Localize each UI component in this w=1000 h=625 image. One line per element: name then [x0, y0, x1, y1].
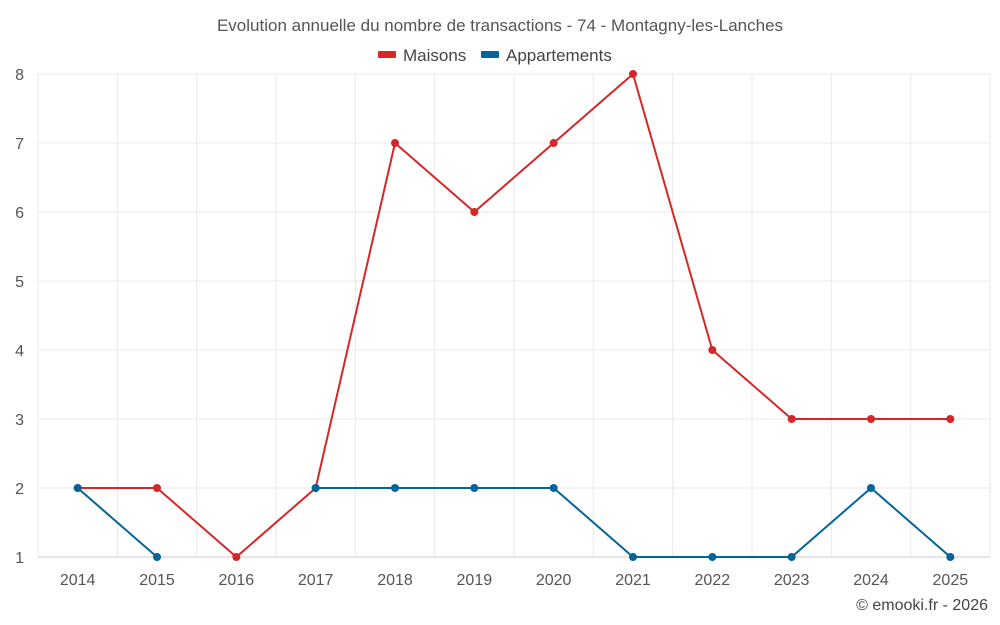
x-tick-label: 2024: [853, 572, 889, 589]
y-tick-label: 8: [15, 67, 24, 84]
data-point-maisons[interactable]: [708, 346, 717, 354]
data-point-appartements[interactable]: [629, 553, 637, 561]
legend-swatch-maisons: [378, 51, 396, 58]
series-line-appartements: [315, 487, 951, 558]
y-tick-label: 3: [15, 412, 24, 429]
data-point-appartements[interactable]: [311, 484, 320, 492]
data-point-maisons[interactable]: [470, 208, 479, 216]
x-tick-label: 2016: [219, 572, 255, 589]
data-point-appartements[interactable]: [946, 553, 955, 561]
legend-label-maisons[interactable]: Maisons: [403, 46, 466, 65]
x-tick-label: 2021: [615, 572, 651, 589]
data-point-maisons[interactable]: [629, 70, 637, 78]
legend: Maisons Appartements: [378, 46, 612, 65]
legend-label-appartements[interactable]: Appartements: [506, 46, 612, 65]
y-tick-label: 4: [15, 343, 24, 360]
series-group: [73, 70, 955, 561]
grid: [37, 73, 991, 558]
data-point-appartements[interactable]: [787, 553, 796, 561]
data-point-appartements[interactable]: [153, 553, 161, 561]
y-tick-label: 5: [15, 274, 24, 291]
x-tick-label: 2020: [536, 572, 572, 589]
x-tick-label: 2014: [60, 572, 96, 589]
credit-text: © emooki.fr - 2026: [856, 597, 988, 614]
x-tick-label: 2025: [933, 572, 969, 589]
x-tick-label: 2018: [377, 572, 413, 589]
series-line-appartements: [77, 487, 158, 558]
data-point-maisons[interactable]: [549, 139, 558, 147]
data-point-appartements[interactable]: [391, 484, 399, 492]
y-tick-label: 6: [15, 205, 24, 222]
y-axis-ticks: 1 2 3 4 5 6 7 8: [15, 67, 24, 567]
legend-swatch-appartements: [481, 51, 499, 58]
data-point-maisons[interactable]: [232, 553, 241, 561]
data-point-appartements[interactable]: [73, 484, 82, 492]
data-point-maisons[interactable]: [787, 415, 796, 423]
data-point-appartements[interactable]: [708, 553, 717, 561]
x-tick-label: 2015: [139, 572, 175, 589]
y-tick-label: 7: [15, 136, 24, 153]
y-tick-label: 1: [15, 550, 24, 567]
x-tick-label: 2017: [298, 572, 334, 589]
chart-title: Evolution annuelle du nombre de transact…: [217, 16, 783, 35]
data-point-appartements[interactable]: [549, 484, 558, 492]
data-point-maisons[interactable]: [867, 415, 875, 423]
series-line-maisons: [77, 73, 951, 558]
data-point-maisons[interactable]: [391, 139, 399, 147]
data-point-appartements[interactable]: [470, 484, 479, 492]
x-tick-label: 2023: [774, 572, 810, 589]
data-point-maisons[interactable]: [946, 415, 955, 423]
x-tick-label: 2022: [695, 572, 731, 589]
x-tick-label: 2019: [457, 572, 493, 589]
x-axis-ticks: 2014 2015 2016 2017 2018 2019 2020 2021 2022 2023…: [60, 572, 968, 589]
y-tick-label: 2: [15, 481, 24, 498]
data-point-appartements[interactable]: [867, 484, 875, 492]
data-point-maisons[interactable]: [153, 484, 161, 492]
